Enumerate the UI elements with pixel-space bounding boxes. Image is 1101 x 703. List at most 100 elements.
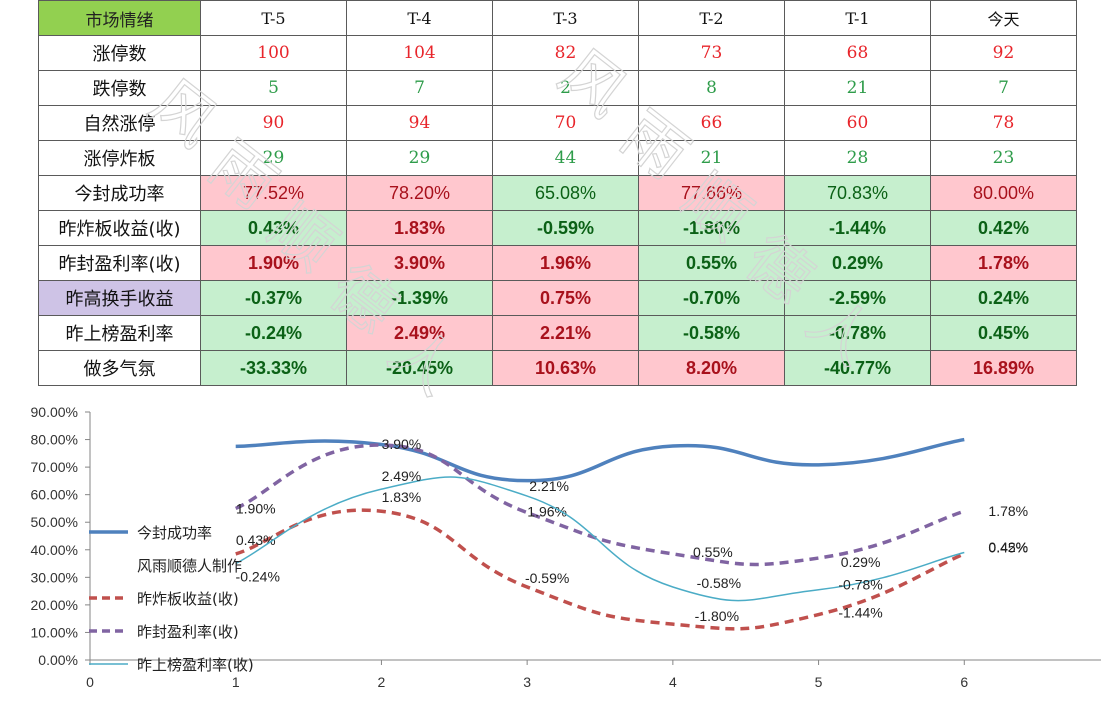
table-cell: -20.45% (346, 350, 493, 386)
table-cell: 80.00% (930, 175, 1077, 211)
data-label: 1.90% (236, 500, 276, 516)
y-tick-label: 10.00% (31, 624, 78, 640)
table-cell: -1.44% (784, 210, 931, 246)
legend-label: 今封成功率 (137, 524, 212, 542)
table-cell: 70.83% (784, 175, 931, 211)
table-cell: 7 (346, 70, 493, 106)
table-cell: 73 (638, 35, 785, 71)
table-cell: 94 (346, 105, 493, 141)
data-label: 1.96% (527, 504, 567, 520)
table-cell: -33.33% (200, 350, 347, 386)
data-label: 0.43% (236, 532, 276, 548)
table-cell: 8.20% (638, 350, 785, 386)
y-tick-label: 70.00% (31, 459, 78, 475)
table-row: 涨停炸板 29 29 44 21 28 23 (38, 140, 1077, 176)
table-cell: 16.89% (930, 350, 1077, 386)
table-cell: 7 (930, 70, 1077, 106)
table-cell: 104 (346, 35, 493, 71)
y-tick-label: 30.00% (31, 569, 78, 585)
table-cell: 82 (492, 35, 639, 71)
data-label: -1.44% (838, 605, 882, 621)
table-cell: 44 (492, 140, 639, 176)
row-label: 昨封盈利率(收) (38, 245, 201, 281)
table-cell: -0.58% (638, 315, 785, 351)
row-label: 涨停炸板 (38, 140, 201, 176)
column-header: T-2 (638, 0, 785, 36)
series-line (235, 443, 965, 567)
legend-label: 昨上榜盈利率(收) (137, 656, 254, 674)
table-cell: 2.49% (346, 315, 493, 351)
table-cell: -0.70% (638, 280, 785, 316)
table-row: 自然涨停 90 94 70 66 60 78 (38, 105, 1077, 141)
table-cell: 78.20% (346, 175, 493, 211)
table-cell: 1.96% (492, 245, 639, 281)
table-row: 涨停数 100 104 82 73 68 92 (38, 35, 1077, 71)
table-cell: 5 (200, 70, 347, 106)
x-tick-label: 0 (86, 674, 94, 690)
table-cell: 1.78% (930, 245, 1077, 281)
chart-canvas: 0.00% 10.00% 20.00% 30.00% 40.00% 50.00% 60.00… (31, 404, 1101, 690)
table-cell: 0.43% (200, 210, 347, 246)
x-tick-label: 6 (960, 674, 968, 690)
column-header: T-5 (200, 0, 347, 36)
table-cell: 21 (638, 140, 785, 176)
table-cell: -0.78% (784, 315, 931, 351)
column-header: T-4 (346, 0, 493, 36)
data-label: -0.78% (838, 577, 882, 593)
column-header: T-1 (784, 0, 931, 36)
table-cell: 2 (492, 70, 639, 106)
table-cell: 0.75% (492, 280, 639, 316)
table-row: 跌停数 5 7 2 8 21 7 (38, 70, 1077, 106)
data-label: 0.45% (988, 540, 1028, 556)
row-label: 今封成功率 (38, 175, 201, 211)
series-line (235, 476, 965, 602)
table-cell: 2.21% (492, 315, 639, 351)
table-cell: 66 (638, 105, 785, 141)
table-row: 昨上榜盈利率 -0.24% 2.49% 2.21% -0.58% -0.78% 0.45% (38, 315, 1077, 351)
table-cell: -2.59% (784, 280, 931, 316)
x-tick-label: 1 (232, 674, 240, 690)
table-cell: 10.63% (492, 350, 639, 386)
table-cell: 0.45% (930, 315, 1077, 351)
data-label: -0.24% (236, 569, 280, 585)
table-cell: 0.24% (930, 280, 1077, 316)
series-line (235, 437, 965, 483)
row-label: 自然涨停 (38, 105, 201, 141)
legend-label: 昨封盈利率(收) (137, 623, 239, 641)
table-cell: 29 (200, 140, 347, 176)
table-cell: 28 (784, 140, 931, 176)
data-label: 0.29% (841, 554, 881, 570)
row-label: 昨上榜盈利率 (38, 315, 201, 351)
table-cell: 21 (784, 70, 931, 106)
data-label: 1.78% (988, 503, 1028, 519)
y-tick-label: 20.00% (31, 597, 78, 613)
x-tick-label: 2 (378, 674, 386, 690)
table-row: 昨封盈利率(收) 1.90% 3.90% 1.96% 0.55% 0.29% 1.78% (38, 245, 1077, 281)
data-label: 1.83% (382, 489, 422, 505)
data-label: 2.21% (529, 478, 569, 494)
table-cell: 8 (638, 70, 785, 106)
data-label: -0.59% (525, 570, 569, 586)
table-cell: 70 (492, 105, 639, 141)
y-tick-label: 0.00% (38, 652, 78, 668)
header-row: 市场情绪 T-5 T-4 T-3 T-2 T-1 今天 (38, 0, 1077, 36)
column-header: T-3 (492, 0, 639, 36)
table-cell: 1.83% (346, 210, 493, 246)
x-tick-label: 5 (815, 674, 823, 690)
table-cell: -40.77% (784, 350, 931, 386)
row-label: 跌停数 (38, 70, 201, 106)
column-header: 今天 (930, 0, 1077, 36)
table-cell: 0.55% (638, 245, 785, 281)
table-row: 做多气氛 -33.33% -20.45% 10.63% 8.20% -40.77% 16.8… (38, 350, 1077, 386)
row-label: 做多气氛 (38, 350, 201, 386)
data-label: 2.49% (382, 468, 422, 484)
table-row: 今封成功率 77.52% 78.20% 65.08% 77.66% 70.83% 80.00… (38, 175, 1077, 211)
table-cell: 0.42% (930, 210, 1077, 246)
table-row: 昨高换手收益 -0.37% -1.39% 0.75% -0.70% -2.59% 0.24% (38, 280, 1077, 316)
table-cell: 60 (784, 105, 931, 141)
y-tick-label: 40.00% (31, 542, 78, 558)
row-label: 昨高换手收益 (38, 280, 201, 316)
table-cell: 68 (784, 35, 931, 71)
y-tick-label: 50.00% (31, 514, 78, 530)
table-cell: 92 (930, 35, 1077, 71)
